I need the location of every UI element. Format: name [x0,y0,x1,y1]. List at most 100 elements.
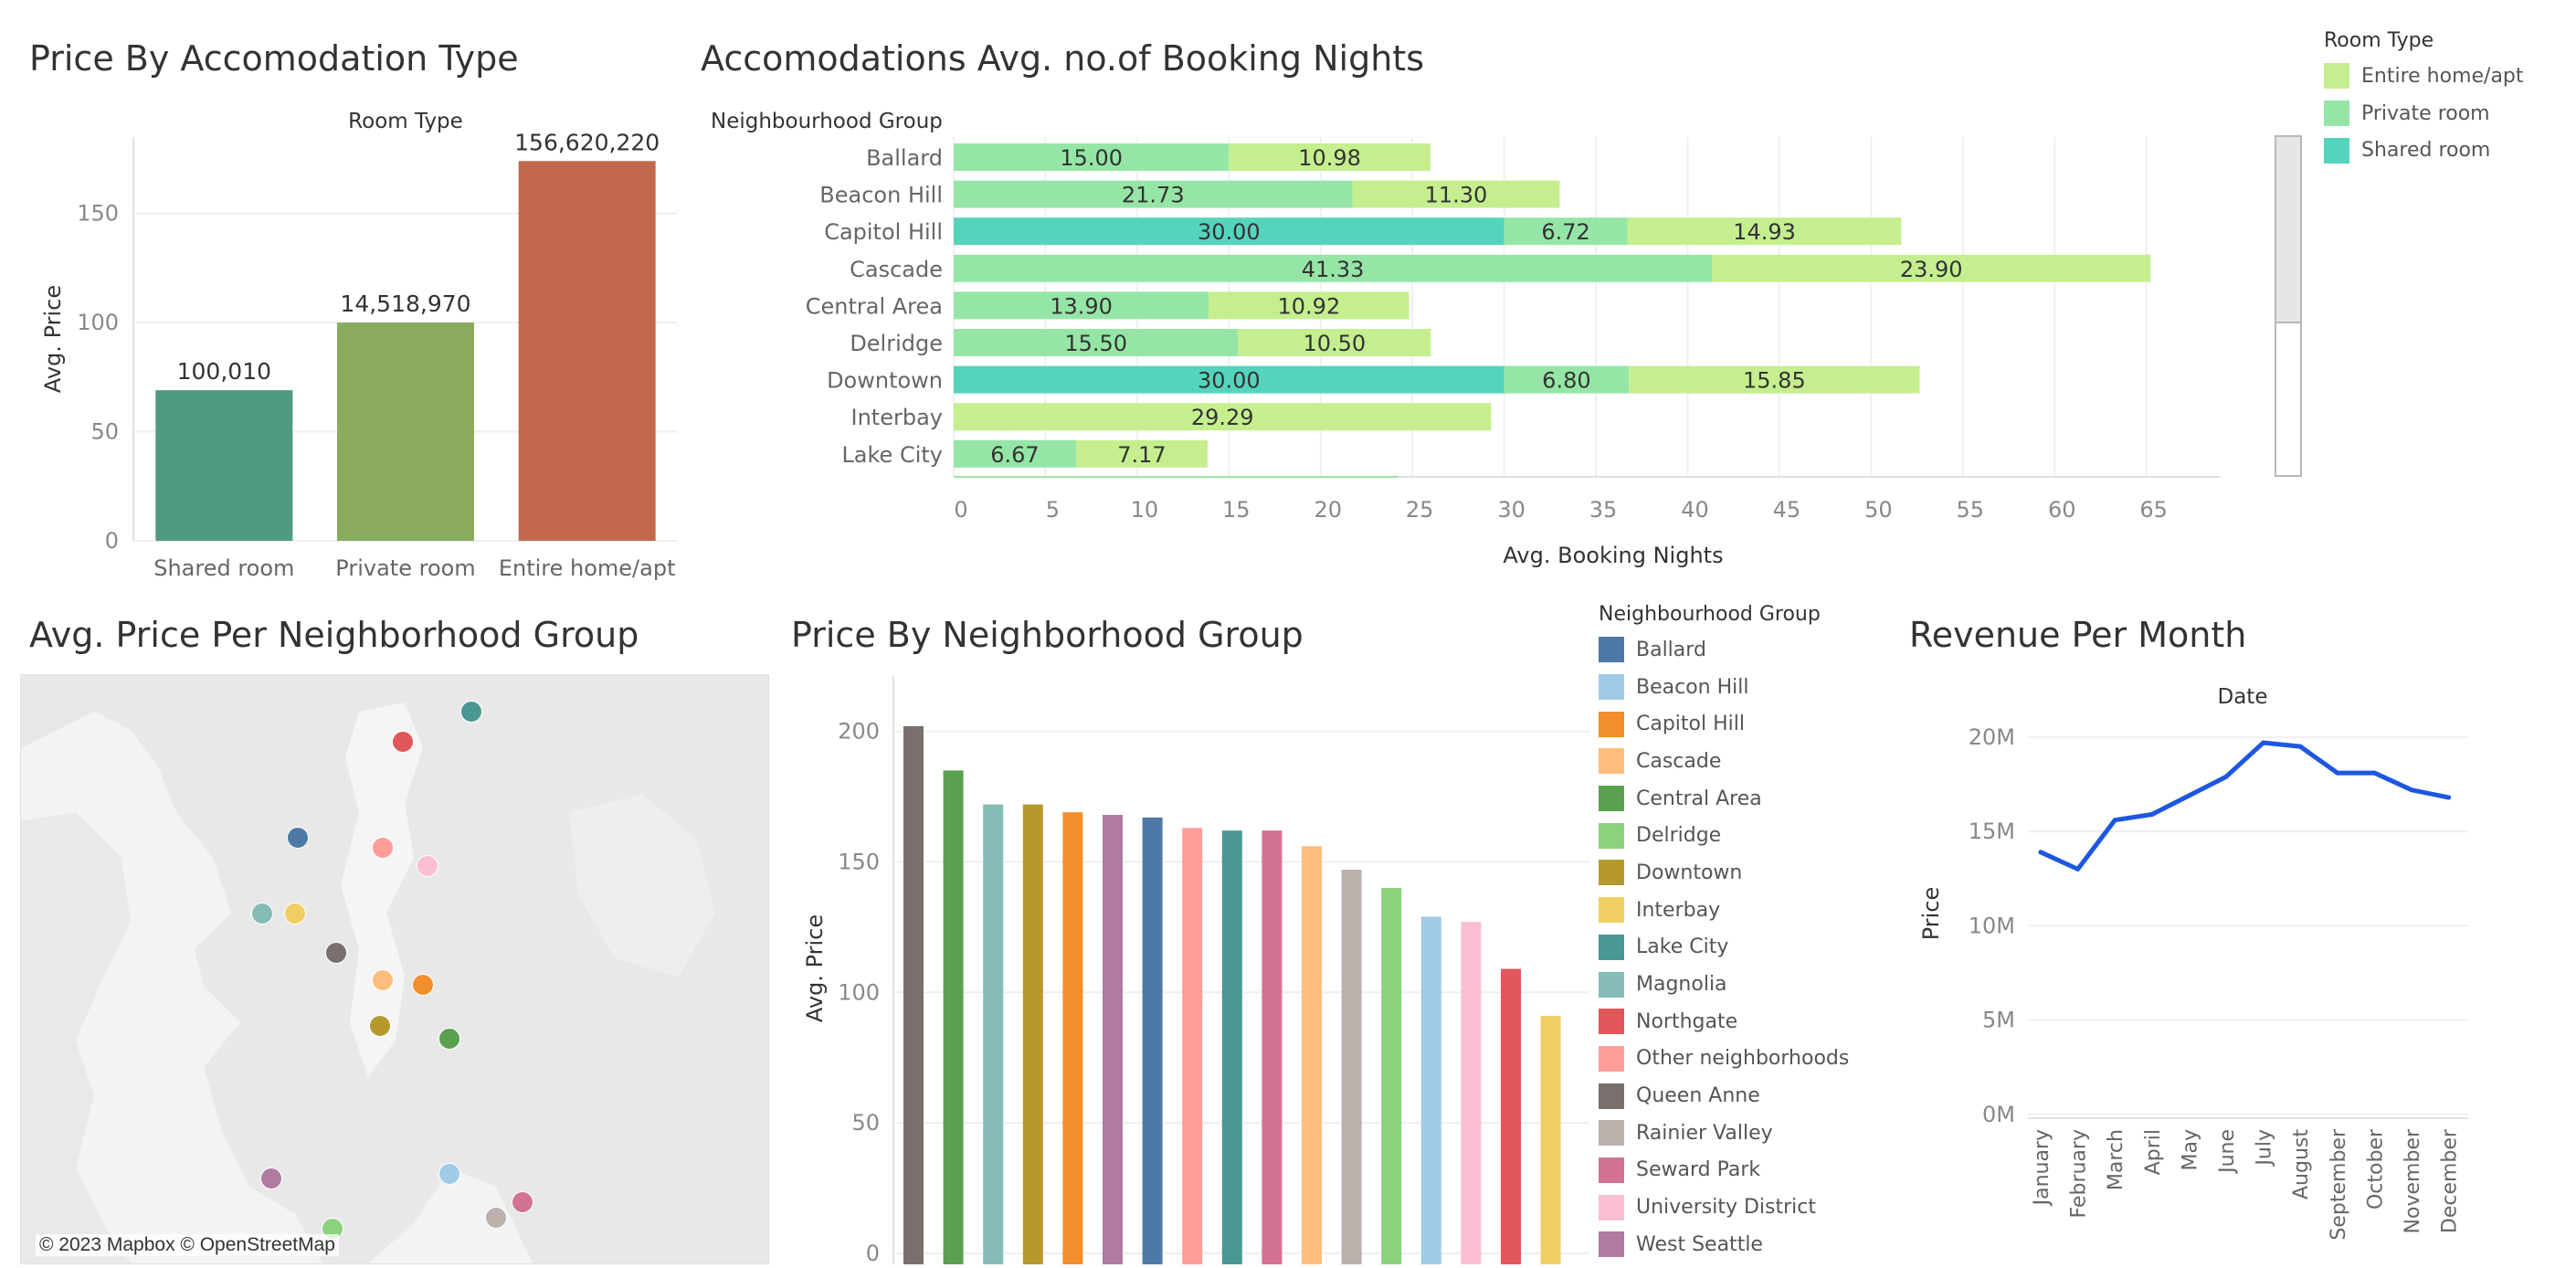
x-tick-label: 50 [1864,497,1893,523]
bar-data-label: 156,620,220 [514,129,660,155]
x-tick-label: Entire home/apt [499,555,676,581]
line-point [2297,744,2303,749]
map-title: Avg. Price Per Neighborhood Group [29,615,639,655]
bar [1142,817,1163,1264]
x-tick-label: 60 [2048,497,2076,523]
row-header: Neighbourhood Group [711,110,943,133]
x-tick-label: 20 [1314,497,1342,523]
map-point-magnolia[interactable] [251,903,273,925]
stacked-bar-segment [1075,439,1209,468]
room-type-legend-item[interactable]: Private room [2324,95,2524,132]
legend-swatch [1599,674,1624,701]
bar [1262,830,1283,1264]
line-point [2261,740,2266,745]
legend-swatch [1599,971,1624,998]
segment-data-label: 10.98 [1298,145,1361,171]
y-tick-label: 150 [77,201,119,227]
row-label: Central Area [806,293,943,319]
map-point-university-district[interactable] [417,855,438,877]
neighbourhood-legend-item[interactable]: Delridge [1599,817,1849,854]
segment-data-label: 15.85 [1743,368,1806,394]
row-label: Downtown [827,368,943,394]
row-label: Lake City [841,442,943,468]
scrollbar-thumb[interactable] [2276,137,2300,323]
map-base [21,675,768,1263]
map-point-queen-anne[interactable] [325,942,347,964]
booking-nights-scrollbar[interactable] [2275,135,2302,477]
map-point-cascade[interactable] [372,969,394,991]
y-tick-label: 5M [1982,1008,2015,1033]
neighbourhood-legend-item[interactable]: Interbay [1599,892,1849,929]
bar [1461,922,1482,1264]
map-point-interbay[interactable] [284,903,306,925]
map-point-central-area[interactable] [438,1028,460,1050]
legend-label: Private room [2361,101,2490,125]
legend-swatch [1599,1231,1624,1258]
neighbourhood-legend-item[interactable]: Capitol Hill [1599,705,1849,743]
map-point-west-seattle[interactable] [260,1168,282,1189]
map-point-capitol-hill[interactable] [412,974,434,996]
legend-swatch [1599,860,1624,886]
neighbourhood-legend-item[interactable]: Central Area [1599,780,1849,818]
stacked-bar-segment [1229,143,1431,171]
map-point-lake-city[interactable] [460,701,482,723]
neighbourhood-legend-item[interactable]: Beacon Hill [1599,669,1849,706]
segment-data-label: 23.90 [1900,257,1963,282]
neighbourhood-legend-item[interactable]: Other neighborhoods [1599,1041,1849,1078]
map-point-beacon-hill[interactable] [438,1163,460,1185]
price-by-group-title: Price By Neighborhood Group [791,615,1304,655]
neighbourhood-legend-item[interactable]: Downtown [1599,854,1849,892]
legend-label: Ballard [1636,638,1706,661]
x-tick-label: August [2290,1129,2313,1199]
room-type-legend-item[interactable]: Shared room [2324,132,2524,169]
segment-data-label: 10.50 [1303,331,1366,356]
x-tick-label: December [2439,1128,2462,1233]
x-tick-label: July [2254,1129,2276,1168]
neighbourhood-legend-item[interactable]: Lake City [1599,929,1849,967]
y-tick-label: 0 [866,1241,880,1266]
x-tick-label: Private room [335,555,475,581]
y-tick-label: 100 [838,979,880,1005]
x-tick-label: 15 [1222,497,1251,523]
neighbourhood-legend-item[interactable]: Seward Park [1599,1152,1849,1189]
line-point [2223,774,2229,779]
legend-label: Other neighborhoods [1636,1047,1850,1071]
stacked-bar-segment [1504,365,1630,394]
neighbourhood-legend-item[interactable]: Ballard [1599,631,1849,669]
room-type-legend-item[interactable]: Entire home/apt [2324,58,2524,95]
map-point-downtown[interactable] [369,1015,391,1037]
neighbourhood-legend-item[interactable]: Queen Anne [1599,1077,1849,1115]
revenue-title: Revenue Per Month [1909,615,2247,655]
y-tick-label: 200 [838,719,880,745]
neighborhood-map[interactable]: © 2023 Mapbox © OpenStreetMap [20,674,769,1264]
segment-data-label: 10.92 [1278,293,1341,319]
line-point [2371,770,2377,776]
legend-label: Northgate [1636,1009,1738,1033]
neighbourhood-legend-item[interactable]: Northgate [1599,1003,1849,1041]
legend-label: Central Area [1636,787,1762,810]
x-tick-label: 25 [1406,497,1434,523]
legend-label: Rainier Valley [1636,1121,1773,1145]
neighbourhood-legend-item[interactable]: Rainier Valley [1599,1115,1849,1152]
stacked-bar-segment [1504,217,1628,246]
neighbourhood-legend-item[interactable]: West Seattle [1599,1226,1849,1263]
map-point-seward-park[interactable] [512,1191,533,1213]
segment-data-label: 13.90 [1050,293,1113,319]
map-point-northgate[interactable] [392,731,414,753]
neighbourhood-legend-item[interactable]: Magnolia [1599,966,1849,1003]
legend-label: Capitol Hill [1636,713,1745,736]
x-tick-label: 35 [1589,497,1618,523]
legend-label: Beacon Hill [1636,675,1749,699]
map-point-ballard[interactable] [287,827,309,849]
map-island [569,794,715,977]
segment-data-label: 15.50 [1064,331,1127,356]
stacked-bar-segment [954,217,1504,246]
neighbourhood-legend-item[interactable]: Cascade [1599,743,1849,780]
neighbourhood-legend-item[interactable]: University District [1599,1189,1849,1226]
segment-data-label: 14.93 [1733,219,1796,245]
bar [983,804,1004,1264]
room-type-header: Room Type [348,110,463,133]
map-point-other-neighborhoods[interactable] [372,837,394,859]
legend-swatch [1599,1120,1624,1146]
map-point-rainier-valley[interactable] [485,1207,507,1229]
